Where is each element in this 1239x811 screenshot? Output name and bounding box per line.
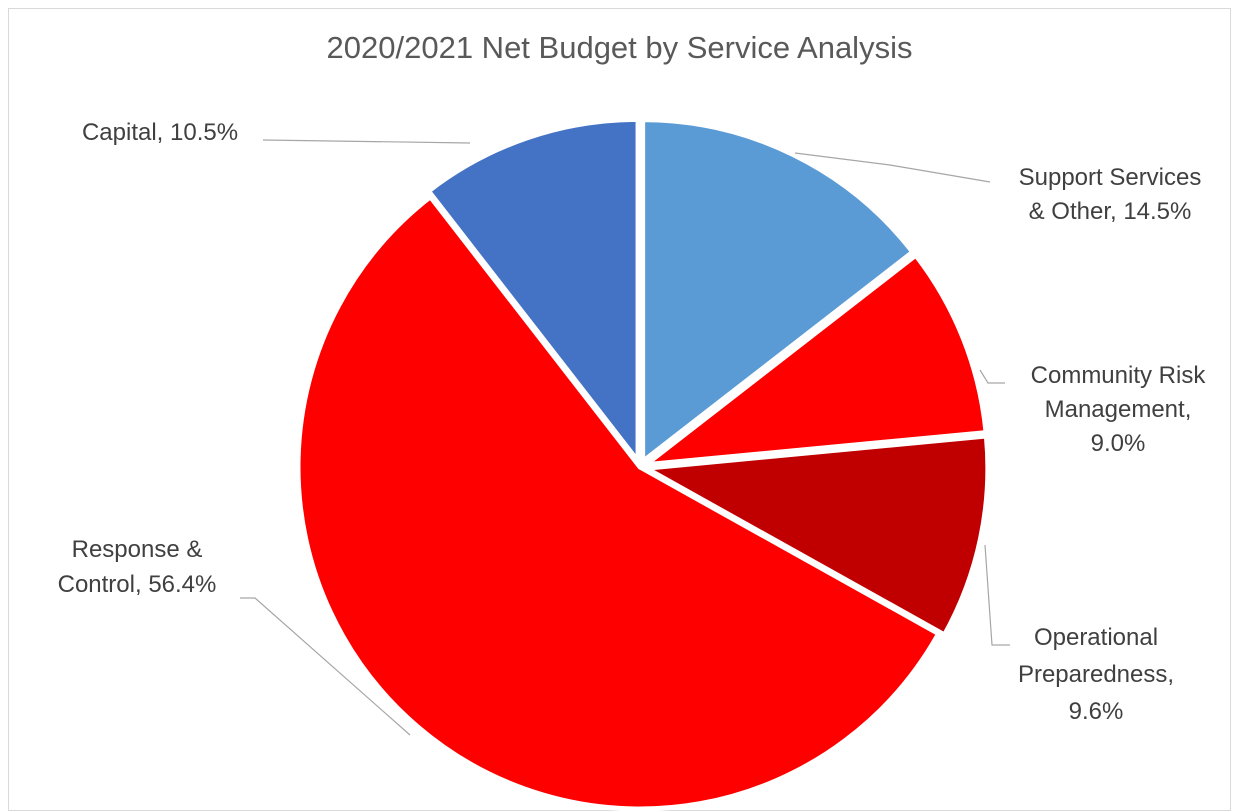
leader-line-5 (262, 139, 471, 144)
slice-label-line: Community Risk (1031, 362, 1207, 389)
pie-slice-4 (295, 194, 942, 811)
slice-label-5: Capital, 10.5% (82, 119, 238, 146)
slice-label-line: Support Services (1019, 164, 1202, 191)
leader-lines (240, 139, 1010, 736)
slice-label-line: Operational (1034, 624, 1158, 651)
slice-label-1: Support Services & Other, 14.5% (1019, 164, 1202, 225)
leader-line-1 (794, 152, 991, 183)
slice-label-line: Response & (72, 536, 203, 563)
slice-label-line: Preparedness, (1018, 661, 1174, 688)
slice-label-3: Operational Preparedness, 9.6% (1018, 624, 1174, 725)
pie-slice-1 (640, 117, 916, 465)
chart-title: 2020/2021 Net Budget by Service Analysis (326, 30, 913, 65)
slice-labels: Support Services & Other, 14.5% Community … (58, 119, 1207, 725)
slice-label-line: 9.6% (1069, 698, 1124, 725)
slice-label-line: & Other, 14.5% (1029, 198, 1192, 225)
slice-label-line: Control, 56.4% (58, 571, 217, 598)
leader-line-3 (984, 544, 1010, 646)
pie-slice-3 (643, 433, 991, 638)
slice-label-line: 9.0% (1091, 430, 1146, 457)
pie-slices (295, 116, 991, 811)
leader-line-4 (240, 597, 411, 736)
slice-label-line: Management, (1045, 396, 1192, 423)
slice-label-line: Capital, 10.5% (82, 119, 238, 146)
leader-line-2 (979, 369, 1005, 384)
slice-label-4: Response & Control, 56.4% (58, 536, 217, 598)
pie-slice-5 (425, 116, 641, 464)
pie-slice-2 (643, 252, 989, 468)
slice-label-2: Community Risk Management, 9.0% (1031, 362, 1207, 457)
